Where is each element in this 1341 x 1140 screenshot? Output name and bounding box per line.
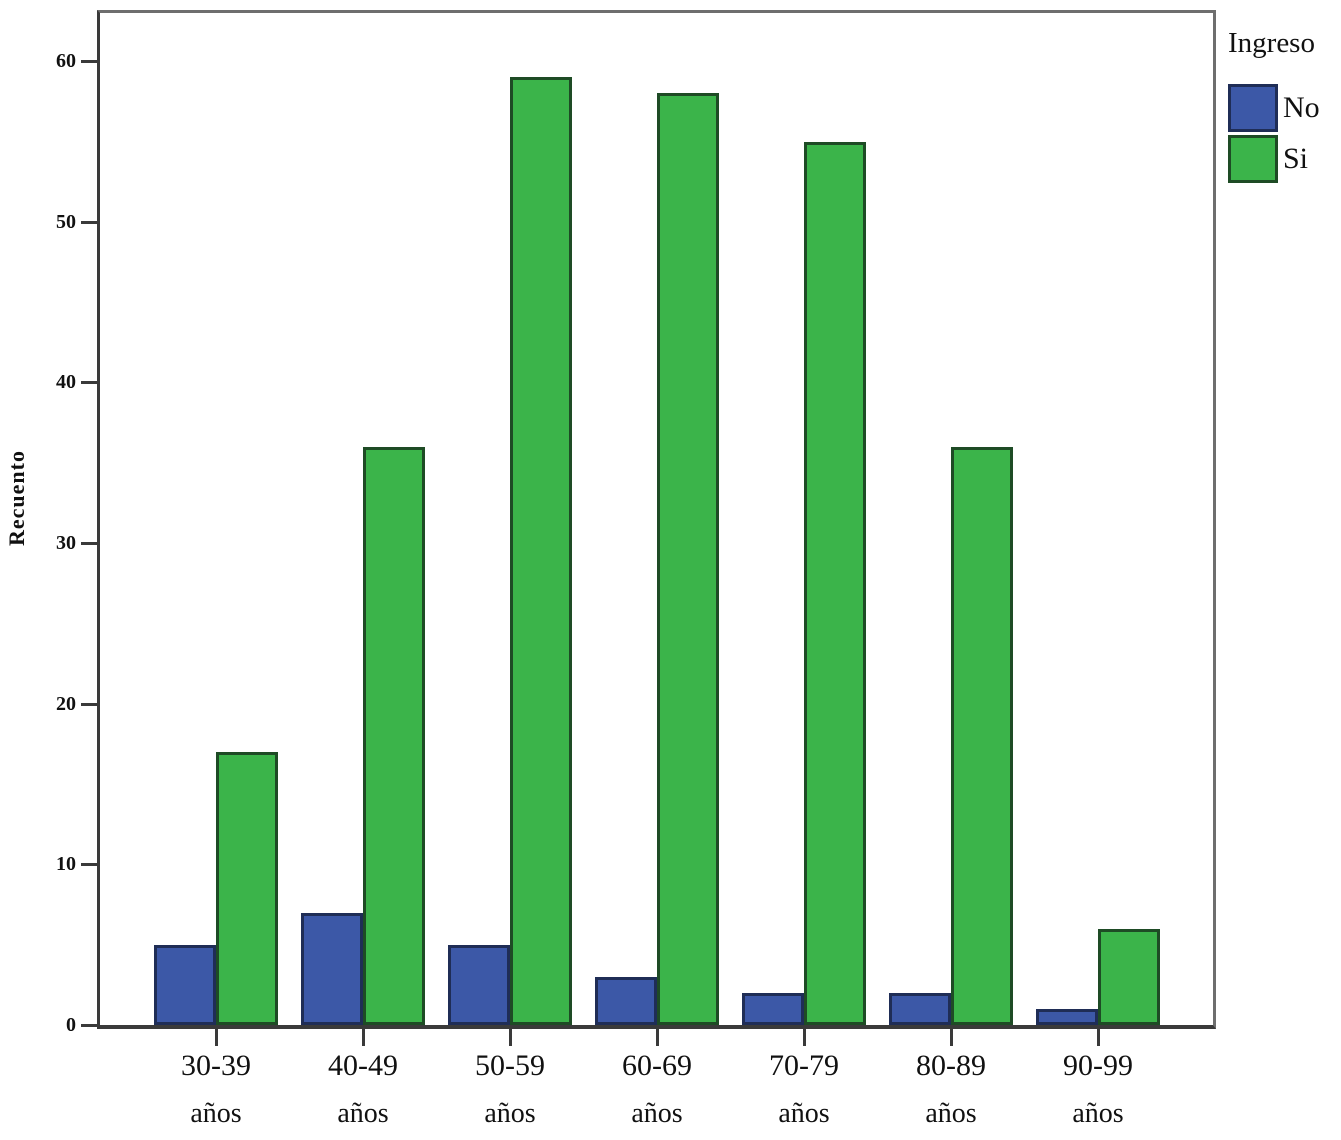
- y-tick-50: [81, 220, 100, 224]
- y-tick-40: [81, 381, 100, 385]
- x-category-unit: años: [484, 1098, 536, 1129]
- x-tick-40-49: [362, 1029, 365, 1046]
- plot-area: 0 10 20 30 40 50 60 30-39 años 40-49 años 50-59 años…: [56, 10, 1216, 1129]
- x-category-unit: años: [1072, 1098, 1124, 1129]
- x-category-range: 70-79: [769, 1049, 839, 1082]
- bar-si-60-69: [657, 93, 719, 1025]
- x-category-range: 30-39: [181, 1049, 251, 1082]
- legend-label-si: Si: [1283, 142, 1309, 175]
- legend: Ingreso No Si: [1228, 26, 1340, 186]
- y-tick-label-60: 60: [56, 50, 76, 73]
- x-category-range: 50-59: [475, 1049, 545, 1082]
- bar-no-70-79: [742, 992, 804, 1025]
- y-tick-60: [81, 60, 100, 64]
- bar-no-60-69: [595, 976, 657, 1025]
- x-category-range: 60-69: [622, 1049, 692, 1082]
- y-tick-label-40: 40: [56, 371, 76, 394]
- x-category-range: 40-49: [328, 1049, 398, 1082]
- legend-item-si: Si: [1228, 135, 1340, 183]
- y-tick-30: [81, 542, 100, 546]
- x-category-label-80-89: 80-89 años: [876, 1049, 1026, 1130]
- x-category-label-50-59: 50-59 años: [435, 1049, 585, 1130]
- bar-si-90-99: [1098, 928, 1160, 1025]
- x-category-label-30-39: 30-39 años: [141, 1049, 291, 1130]
- legend-item-no: No: [1228, 84, 1340, 132]
- x-tick-30-39: [215, 1029, 218, 1046]
- legend-swatch-si: [1228, 135, 1278, 183]
- x-tick-50-59: [509, 1029, 512, 1046]
- y-tick-label-10: 10: [56, 853, 76, 876]
- x-category-range: 90-99: [1063, 1049, 1133, 1082]
- bar-no-40-49: [301, 912, 363, 1025]
- y-tick-0: [81, 1024, 100, 1027]
- x-category-unit: años: [337, 1098, 389, 1129]
- bar-si-50-59: [510, 77, 572, 1025]
- bar-no-30-39: [154, 944, 216, 1025]
- bar-no-50-59: [448, 944, 510, 1025]
- x-tick-70-79: [803, 1029, 806, 1046]
- x-category-unit: años: [631, 1098, 683, 1129]
- x-category-unit: años: [778, 1098, 830, 1129]
- y-tick-10: [81, 863, 100, 867]
- x-category-label-70-79: 70-79 años: [729, 1049, 879, 1130]
- legend-label-no: No: [1283, 91, 1320, 124]
- bar-si-40-49: [363, 446, 425, 1025]
- x-category-label-90-99: 90-99 años: [1023, 1049, 1173, 1130]
- legend-title: Ingreso: [1228, 27, 1315, 59]
- y-tick-label-0: 0: [66, 1014, 76, 1036]
- y-tick-label-30: 30: [56, 532, 76, 555]
- y-tick-20: [81, 702, 100, 706]
- x-tick-80-89: [950, 1029, 953, 1046]
- y-tick-label-50: 50: [56, 210, 76, 233]
- y-tick-label-20: 20: [56, 692, 76, 715]
- bar-si-80-89: [951, 446, 1013, 1025]
- x-category-label-40-49: 40-49 años: [288, 1049, 438, 1130]
- bar-si-70-79: [804, 141, 866, 1025]
- bar-si-30-39: [216, 751, 278, 1025]
- x-tick-90-99: [1097, 1029, 1100, 1046]
- legend-swatch-no: [1228, 84, 1278, 132]
- bar-no-90-99: [1036, 1008, 1098, 1025]
- x-category-unit: años: [190, 1098, 242, 1129]
- bar-no-80-89: [889, 992, 951, 1025]
- x-category-unit: años: [925, 1098, 977, 1129]
- x-tick-60-69: [656, 1029, 659, 1046]
- x-category-range: 80-89: [916, 1049, 986, 1082]
- x-category-label-60-69: 60-69 años: [582, 1049, 732, 1130]
